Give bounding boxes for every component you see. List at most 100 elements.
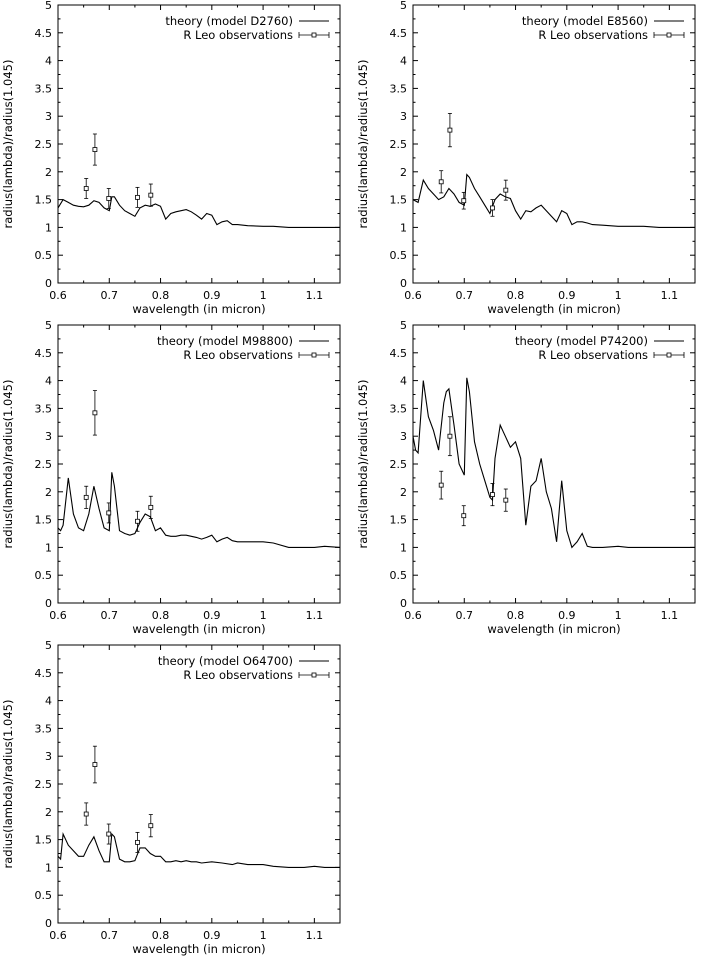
y-tick-label: 5 — [45, 319, 52, 332]
y-tick-label: 3.5 — [390, 402, 408, 415]
legend-theory-label: theory (model E8560) — [522, 14, 648, 28]
y-tick-label: 0.5 — [35, 569, 53, 582]
observation-marker — [438, 179, 444, 185]
y-tick-label: 2.5 — [35, 778, 53, 791]
y-tick-label: 0.5 — [35, 249, 53, 262]
observation-point — [148, 814, 154, 838]
observation-point — [503, 488, 509, 512]
observation-marker — [83, 186, 89, 191]
x-tick-label: 0.8 — [507, 289, 525, 302]
y-tick-label: 2 — [400, 486, 407, 499]
theory-curve — [412, 173, 695, 228]
y-tick-label: 2.5 — [35, 458, 53, 471]
legend-obs-label: R Leo observations — [183, 28, 293, 42]
x-tick-label: 0.8 — [152, 609, 170, 622]
observation-point — [106, 502, 112, 524]
y-tick-label: 3 — [45, 430, 52, 443]
observation-marker — [148, 823, 154, 829]
y-tick-label: 1 — [400, 541, 407, 554]
observation-point — [135, 186, 140, 208]
y-tick-label: 4.5 — [35, 27, 53, 40]
x-axis-label: wavelength (in micron) — [132, 942, 265, 956]
y-tick-label: 5 — [45, 0, 52, 12]
y-tick-label: 0 — [45, 277, 52, 290]
plot-frame — [57, 644, 341, 924]
observation-point — [461, 505, 467, 527]
y-tick-label: 1.5 — [35, 194, 53, 207]
observation-point — [148, 495, 154, 519]
legend-theory-label: theory (model P74200) — [515, 334, 648, 348]
legend-obs-label: R Leo observations — [183, 348, 293, 362]
y-tick-label: 0.5 — [35, 889, 53, 902]
legend-obs-label: R Leo observations — [538, 28, 648, 42]
observation-point — [490, 199, 495, 217]
observation-marker — [503, 187, 509, 193]
x-tick-label: 0.6 — [49, 609, 67, 622]
observation-point — [83, 485, 89, 509]
y-tick-label: 1.5 — [35, 514, 53, 527]
y-axis-label: radius(lambda)/radius(1.045) — [356, 60, 370, 229]
y-tick-label: 3.5 — [35, 82, 53, 95]
legend-obs-marker — [311, 352, 317, 358]
chart-panel-3: 0 0.5 1 1.5 2 2.5 3 3.5 4 4.5 5 0.6 0.7 0.8 0.9 1 1.1 wav… — [1, 319, 341, 636]
y-tick-label: 1 — [45, 541, 52, 554]
x-tick-label: 0.7 — [456, 609, 474, 622]
x-tick-label: 0.7 — [456, 289, 474, 302]
y-tick-label: 1 — [400, 221, 407, 234]
x-tick-label: 0.7 — [101, 609, 119, 622]
y-axis-label: radius(lambda)/radius(1.045) — [1, 380, 15, 549]
x-tick-label: 1.1 — [306, 609, 324, 622]
legend-obs-marker — [666, 352, 672, 358]
y-tick-label: 1.5 — [35, 834, 53, 847]
x-tick-label: 0.7 — [101, 289, 119, 302]
observation-marker — [490, 492, 495, 497]
observation-point — [83, 178, 89, 199]
legend-theory-label: theory (model D2760) — [165, 14, 293, 28]
chart-panel-1: 0 0.5 1 1.5 2 2.5 3 3.5 4 4.5 5 0.6 0.7 0.8 0.9 1 1.1 wav… — [1, 0, 341, 316]
observation-marker — [447, 433, 453, 439]
legend-theory-label: theory (model O64700) — [158, 654, 293, 668]
observation-point — [135, 831, 140, 853]
observation-marker — [135, 194, 140, 200]
observation-marker — [461, 198, 467, 204]
observation-marker — [83, 811, 89, 817]
legend-obs-label: R Leo observations — [183, 668, 293, 682]
plot-frame — [412, 4, 696, 284]
observation-marker — [503, 497, 509, 503]
x-tick-label: 0.7 — [101, 929, 119, 942]
y-tick-label: 1.5 — [390, 194, 408, 207]
y-tick-label: 5 — [45, 639, 52, 652]
observation-marker — [148, 192, 154, 198]
observation-marker — [461, 513, 467, 519]
y-axis-label: radius(lambda)/radius(1.045) — [1, 60, 15, 229]
y-tick-label: 3 — [45, 110, 52, 123]
plot-frame — [57, 324, 341, 604]
observation-point — [106, 188, 112, 209]
x-axis-label: wavelength (in micron) — [487, 622, 620, 636]
y-tick-label: 1 — [45, 861, 52, 874]
theory-curve — [57, 831, 340, 868]
x-tick-label: 0.9 — [203, 289, 221, 302]
legend-obs-label: R Leo observations — [538, 348, 648, 362]
observation-point — [447, 416, 453, 457]
observation-point — [92, 745, 98, 784]
x-tick-label: 1 — [615, 289, 622, 302]
y-tick-label: 4 — [400, 375, 407, 388]
x-tick-label: 0.9 — [558, 609, 576, 622]
y-tick-label: 1.5 — [390, 514, 408, 527]
x-tick-label: 0.9 — [203, 609, 221, 622]
x-tick-label: 1 — [260, 929, 267, 942]
observation-point — [438, 470, 444, 500]
y-tick-label: 3.5 — [35, 722, 53, 735]
y-tick-label: 3 — [400, 430, 407, 443]
theory-curve — [412, 377, 695, 549]
y-tick-label: 4 — [45, 55, 52, 68]
observation-marker — [106, 831, 112, 837]
y-tick-label: 0.5 — [390, 569, 408, 582]
observation-marker — [135, 518, 140, 524]
theory-curve — [57, 472, 341, 548]
legend-theory-label: theory (model M98800) — [157, 334, 293, 348]
observation-point — [135, 510, 140, 532]
x-tick-label: 0.8 — [152, 929, 170, 942]
y-tick-label: 2 — [400, 166, 407, 179]
